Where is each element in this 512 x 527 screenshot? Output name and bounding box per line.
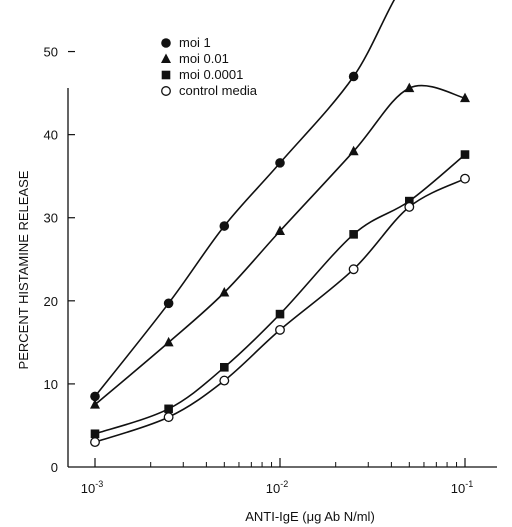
x-tick-label: 10-3: [81, 479, 103, 496]
legend-marker-3: [161, 86, 171, 96]
data-point-1: [163, 336, 174, 347]
series-line-1: [94, 84, 466, 406]
data-point-2: [275, 309, 285, 319]
data-point-0: [275, 158, 285, 168]
data-point-1: [90, 399, 100, 409]
data-point-0: [163, 298, 174, 309]
data-point-2: [349, 230, 358, 239]
y-tick-label: 40: [44, 128, 58, 143]
data-point-2: [405, 196, 414, 206]
data-point-2: [220, 362, 229, 372]
legend-label-2: moi 0.0001: [179, 67, 243, 82]
data-point-1: [404, 82, 415, 93]
data-point-2: [90, 429, 100, 439]
data-point-1: [219, 287, 230, 297]
data-point-3: [163, 412, 174, 423]
y-tick-label: 30: [44, 211, 58, 226]
series-curves: [94, 0, 466, 443]
series-markers: [90, 71, 470, 448]
data-point-3: [348, 264, 359, 275]
y-tick-label: 50: [44, 45, 58, 60]
x-tick-label: 10-1: [451, 479, 473, 496]
data-point-3: [460, 173, 470, 184]
data-point-0: [219, 221, 230, 231]
x-tick-label: 10-2: [266, 479, 288, 496]
legend-marker-1: [161, 53, 171, 63]
legend-marker-0: [161, 38, 171, 48]
data-point-3: [275, 324, 285, 335]
axes: 0 10 20 30 40 50 10-3 10-2 10-1: [44, 45, 497, 496]
data-point-3: [404, 201, 415, 212]
x-axis-label: ANTI-IgE (μg Ab N/ml): [245, 509, 375, 524]
series-line-2: [94, 153, 466, 435]
y-axis-label: PERCENT HISTAMINE RELEASE: [16, 170, 31, 369]
data-point-1: [275, 225, 285, 236]
data-point-0: [90, 391, 100, 402]
legend-marker-2: [161, 70, 171, 80]
y-tick-label: 0: [51, 460, 58, 475]
data-point-2: [460, 150, 470, 159]
data-point-3: [219, 375, 230, 386]
legend-label-0: moi 1: [179, 35, 211, 50]
data-point-1: [348, 145, 359, 156]
legend-label-3: control media: [179, 83, 258, 98]
y-tick-label: 10: [44, 377, 58, 392]
data-point-1: [460, 92, 470, 103]
data-point-0: [348, 71, 359, 82]
data-point-3: [90, 437, 100, 448]
legend-label-1: moi 0.01: [179, 51, 229, 66]
y-tick-label: 20: [44, 294, 58, 309]
data-point-2: [164, 404, 173, 414]
